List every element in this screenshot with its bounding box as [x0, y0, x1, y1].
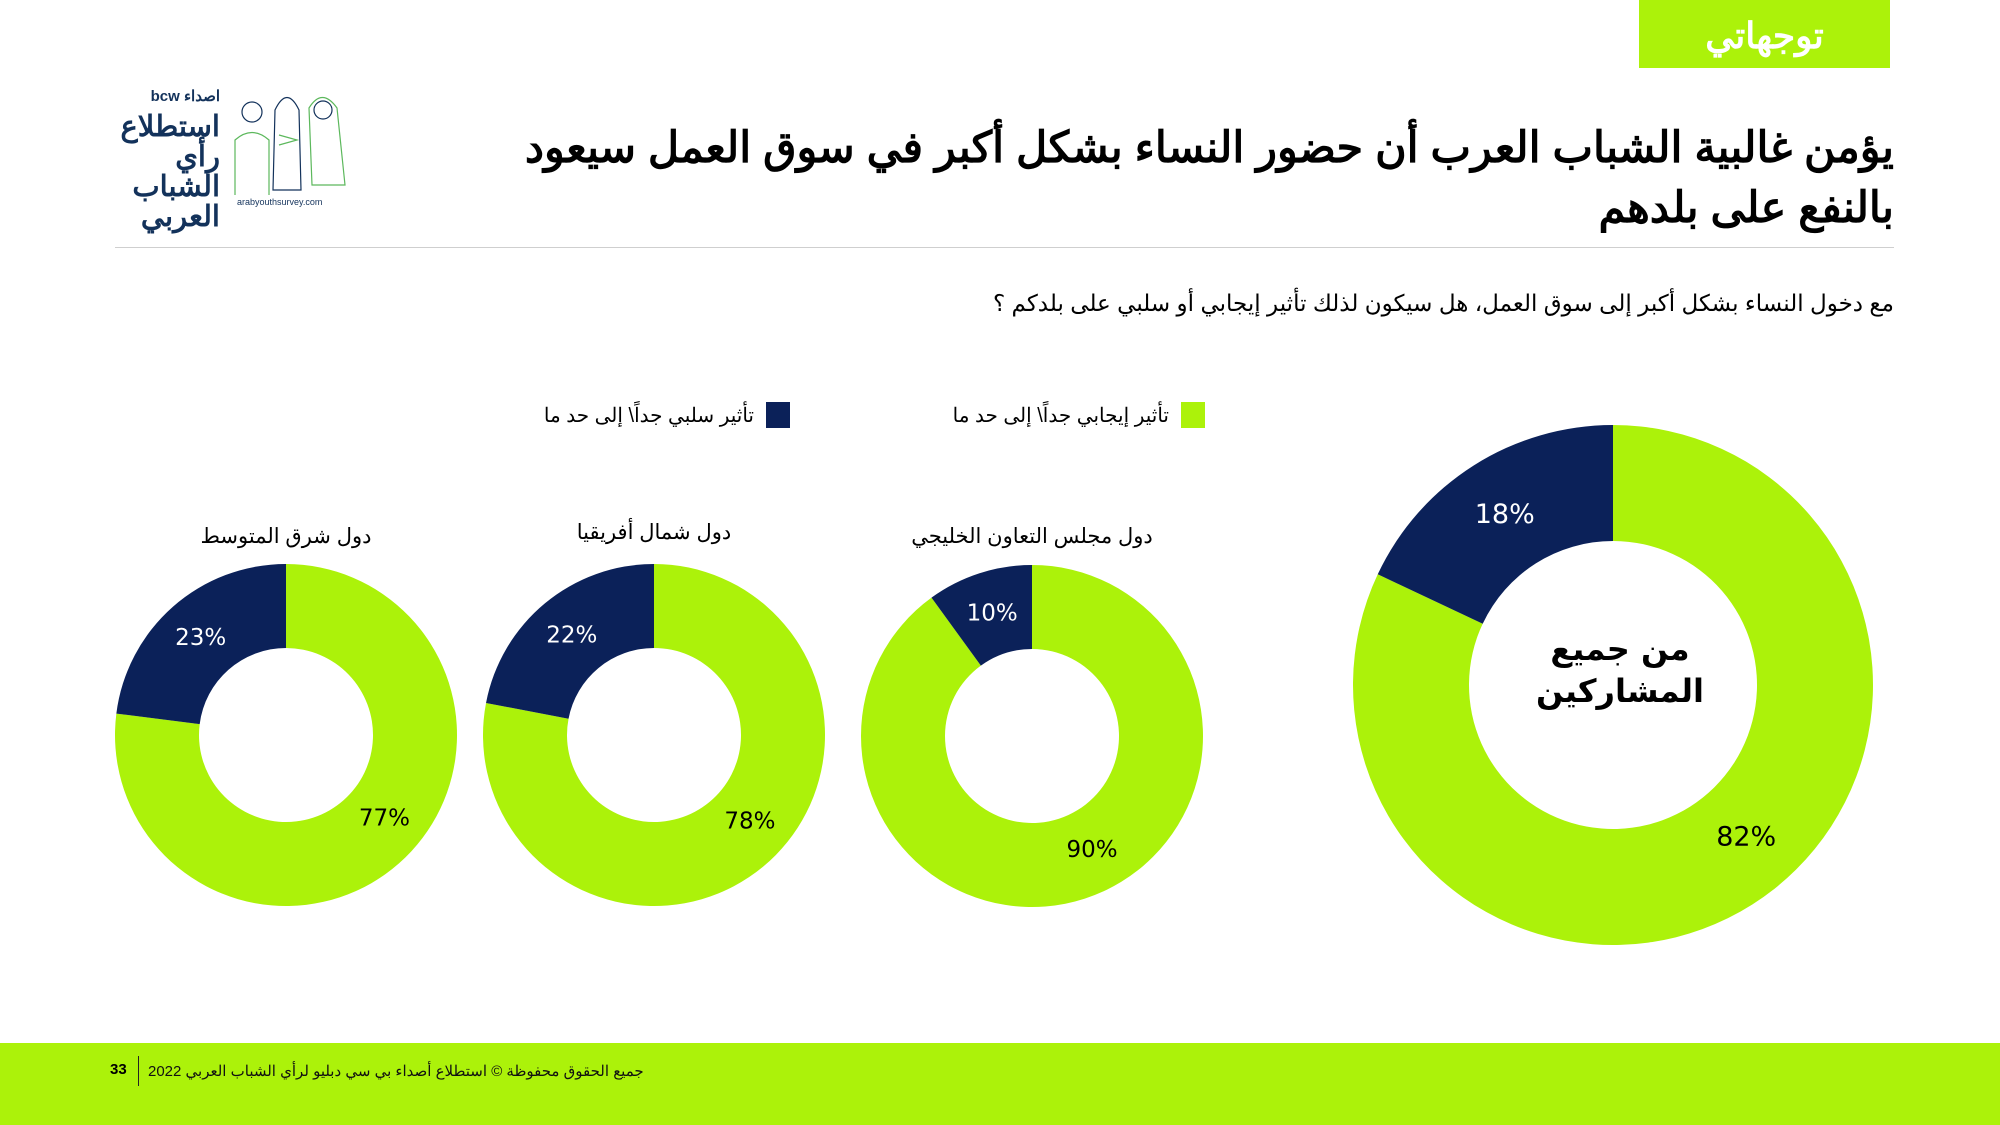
page-number: 33 — [110, 1061, 127, 1078]
donut-levant-negative-label: 23% — [175, 625, 226, 651]
donut-levant-positive-slice — [114, 564, 457, 907]
donut-gcc-negative-slice — [931, 565, 1032, 666]
donut-all-positive-slice — [1352, 425, 1873, 945]
survey-question: مع دخول النساء بشكل أكبر إلى سوق العمل، … — [992, 290, 1894, 316]
donut-all-center-title: المشاركين — [1536, 672, 1704, 710]
footer-copyright: جميع الحقوق محفوظة © استطلاع أصداء بي سي… — [148, 1063, 644, 1080]
logo-brand: اصداء bcw — [150, 88, 220, 105]
page-title: يؤمن غالبية الشباب العرب أن حضور النساء … — [524, 124, 1894, 232]
legend-label-negative: تأثير سلبي جداً\ إلى حد ما — [543, 404, 754, 427]
donut-north-africa-positive-slice — [483, 564, 825, 906]
chart-title-gcc: دول مجلس التعاون الخليجي — [911, 525, 1153, 548]
donut-north-africa-positive-label: 78% — [724, 808, 775, 834]
logo-name: استطلاع رأي الشباب العربي — [120, 111, 220, 233]
donut-north-africa-negative-label: 22% — [546, 623, 597, 649]
donut-north-africa-negative-slice — [486, 564, 654, 719]
donut-levant-positive-label: 77% — [359, 805, 410, 831]
donut-charts: 82% 18% 90% 10% 78% 22% 77% 23% من جميع المشاركين — [114, 425, 1873, 945]
legend-label-positive: تأثير إيجابي جداً\ إلى حد ما — [952, 404, 1169, 427]
section-tag: توجهاتي — [1639, 0, 1890, 68]
logo-url: arabyouthsurvey.com — [237, 197, 323, 207]
legend-positive: تأثير إيجابي جداً\ إلى حد ما — [953, 402, 1205, 428]
chart-title-north-africa: دول شمال أفريقيا — [576, 521, 732, 544]
people-illustration-icon — [234, 96, 346, 195]
donut-all-negative-slice — [1377, 425, 1613, 624]
title-divider — [115, 247, 1894, 248]
donut-gcc-positive-label: 90% — [1066, 837, 1117, 863]
donut-levant-negative-slice — [116, 564, 286, 725]
donut-all-center-title: من جميع — [1550, 630, 1689, 668]
donut-gcc-positive-slice — [860, 565, 1203, 907]
arab-youth-survey-logo: اصداء bcw استطلاع رأي الشباب العربي arab… — [115, 85, 355, 232]
legend-swatch-negative — [766, 402, 790, 428]
footer-separator — [138, 1056, 139, 1086]
legend-negative: تأثير سلبي جداً\ إلى حد ما — [544, 402, 790, 428]
donut-gcc-negative-label: 10% — [967, 600, 1018, 626]
donut-all-positive-label: 82% — [1716, 821, 1776, 852]
chart-title-levant: دول شرق المتوسط — [200, 525, 372, 548]
footer-bar — [0, 1043, 2000, 1125]
legend-swatch-positive — [1181, 402, 1205, 428]
donut-all-negative-label: 18% — [1475, 499, 1535, 530]
